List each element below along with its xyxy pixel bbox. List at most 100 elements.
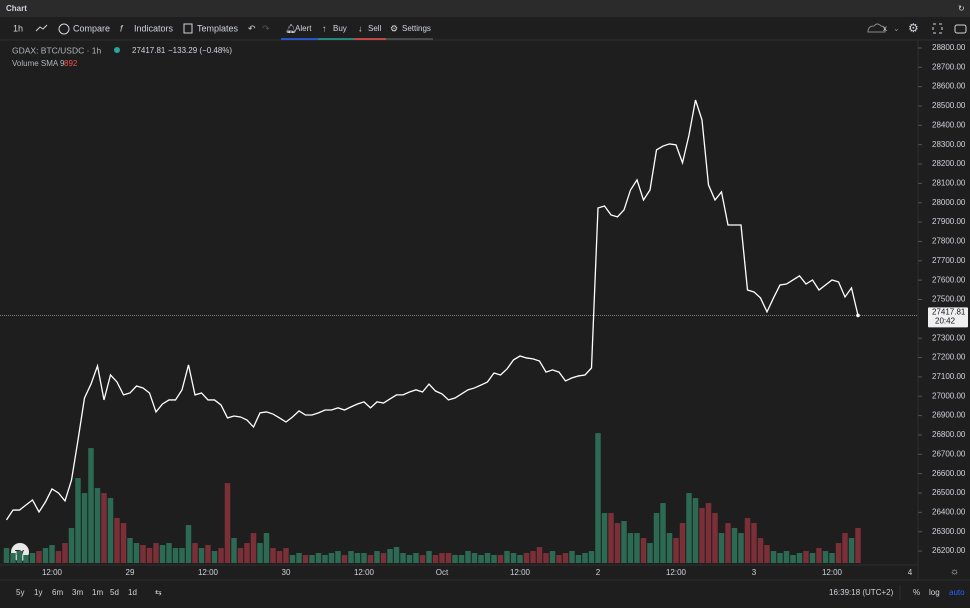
volume-bar xyxy=(341,555,348,563)
volume-bar xyxy=(127,538,133,563)
undo[interactable]: ↶ xyxy=(248,23,256,33)
scale-button[interactable]: log xyxy=(929,588,940,597)
volume-bar xyxy=(289,555,296,563)
settings-gear[interactable]: ⚙ xyxy=(908,21,919,35)
compare-button[interactable]: Compare xyxy=(73,23,110,33)
fullscreen-icon[interactable] xyxy=(932,23,943,34)
volume-bar xyxy=(224,483,231,563)
settings-icon[interactable]: ⚙ xyxy=(390,23,398,33)
volume-bar xyxy=(608,513,614,563)
range-button[interactable]: 1y xyxy=(34,588,42,597)
indicators-button[interactable]: Indicators xyxy=(134,23,174,33)
axis-settings[interactable]: ☼ xyxy=(950,567,959,578)
volume-bar xyxy=(231,538,237,563)
volume-bar xyxy=(257,543,263,563)
volume-bar xyxy=(81,493,88,563)
volume-bar xyxy=(712,513,718,563)
volume-bar xyxy=(406,555,413,563)
range-button[interactable]: 3m xyxy=(72,588,83,597)
volume-bar xyxy=(725,523,731,563)
redo[interactable]: ↷ xyxy=(262,23,270,33)
range-button[interactable]: 6m xyxy=(52,588,63,597)
volume-bar xyxy=(783,551,790,563)
y-tick-label: 26600.00 xyxy=(932,469,966,478)
templates-icon[interactable] xyxy=(183,23,193,34)
x-tick-label: 3 xyxy=(752,568,757,577)
volume-bar xyxy=(159,545,166,563)
sell-button[interactable]: Sell xyxy=(368,24,382,33)
x-tick-label: 12:00 xyxy=(666,568,687,577)
volume-bar xyxy=(140,545,146,563)
range-button[interactable]: 5y xyxy=(16,588,24,597)
volume-bar xyxy=(393,547,400,563)
volume-bar xyxy=(62,543,68,563)
volume-bar xyxy=(101,493,107,563)
volume-bar xyxy=(673,538,679,563)
indicators-icon[interactable]: f xyxy=(120,23,124,33)
x-tick-label: 12:00 xyxy=(198,568,219,577)
volume-bar xyxy=(426,551,432,563)
volume-bar xyxy=(94,488,101,563)
buy-button[interactable]: Buy xyxy=(333,24,347,33)
volume-bar xyxy=(153,543,159,563)
y-tick-label: 27600.00 xyxy=(932,275,966,284)
chart-style-icon[interactable] xyxy=(35,24,48,32)
volume-bar xyxy=(315,553,322,563)
volume-bar xyxy=(68,528,75,563)
volume-bar xyxy=(556,555,562,563)
volume-bar xyxy=(445,553,452,563)
volume-bar xyxy=(666,533,673,563)
volume-bar xyxy=(835,543,842,563)
volume-bar xyxy=(192,543,198,563)
tab-title[interactable]: Chart xyxy=(6,4,27,13)
volume-bar xyxy=(842,533,848,563)
volume-bar xyxy=(491,555,497,563)
volume-bar xyxy=(354,553,361,563)
dropdown[interactable]: ⌄ xyxy=(893,24,900,33)
sell-icon[interactable]: ↓ xyxy=(358,23,363,33)
legend-change: −133.29 (−0.48%) xyxy=(168,46,232,55)
volume-bar xyxy=(523,553,530,563)
scale-button[interactable]: % xyxy=(913,588,920,597)
templates-button[interactable]: Templates xyxy=(197,23,239,33)
volume-bar xyxy=(751,523,757,563)
snapshot-icon[interactable] xyxy=(954,24,967,34)
volume-bar xyxy=(829,553,835,563)
scale-button[interactable]: auto xyxy=(949,588,965,597)
last-price-box xyxy=(928,307,968,328)
refresh-icon[interactable]: ↻ xyxy=(958,4,965,13)
y-tick-label: 27300.00 xyxy=(932,333,966,342)
volume-bar xyxy=(627,533,634,563)
volume-bar xyxy=(36,551,42,563)
range-button[interactable]: 5d xyxy=(110,588,119,597)
range-button[interactable]: 1m xyxy=(92,588,103,597)
y-tick-label: 28300.00 xyxy=(932,140,966,149)
compare-icon[interactable] xyxy=(58,23,70,35)
volume-bar xyxy=(120,523,127,563)
alert-button[interactable]: Alert xyxy=(295,24,312,33)
volume-bar xyxy=(42,548,49,563)
volume-bar xyxy=(263,533,270,563)
volume-bar xyxy=(764,545,770,563)
volume-bar xyxy=(855,528,861,563)
interval-button[interactable]: 1h xyxy=(13,23,23,33)
volume-bar xyxy=(309,555,315,563)
volume-bar xyxy=(458,555,465,563)
alert-icon[interactable]: 🔔︎ xyxy=(285,23,296,33)
volume-bar xyxy=(614,523,621,563)
cloud-label[interactable]: x xyxy=(883,24,887,33)
volume-bar xyxy=(510,553,517,563)
range-button[interactable]: 1d xyxy=(128,588,137,597)
goto-date[interactable]: ⇆ xyxy=(155,588,162,597)
volume-bar xyxy=(816,548,822,563)
volume-bar xyxy=(621,521,627,563)
volume-bar xyxy=(575,555,582,563)
volume-bar xyxy=(276,551,283,563)
volume-bar xyxy=(23,555,29,563)
cloud-icon[interactable] xyxy=(867,23,886,33)
settings-button[interactable]: Settings xyxy=(402,24,431,33)
buy-icon[interactable]: ↑ xyxy=(322,23,327,33)
volume-bar xyxy=(10,553,16,563)
volume-bar xyxy=(439,553,445,563)
